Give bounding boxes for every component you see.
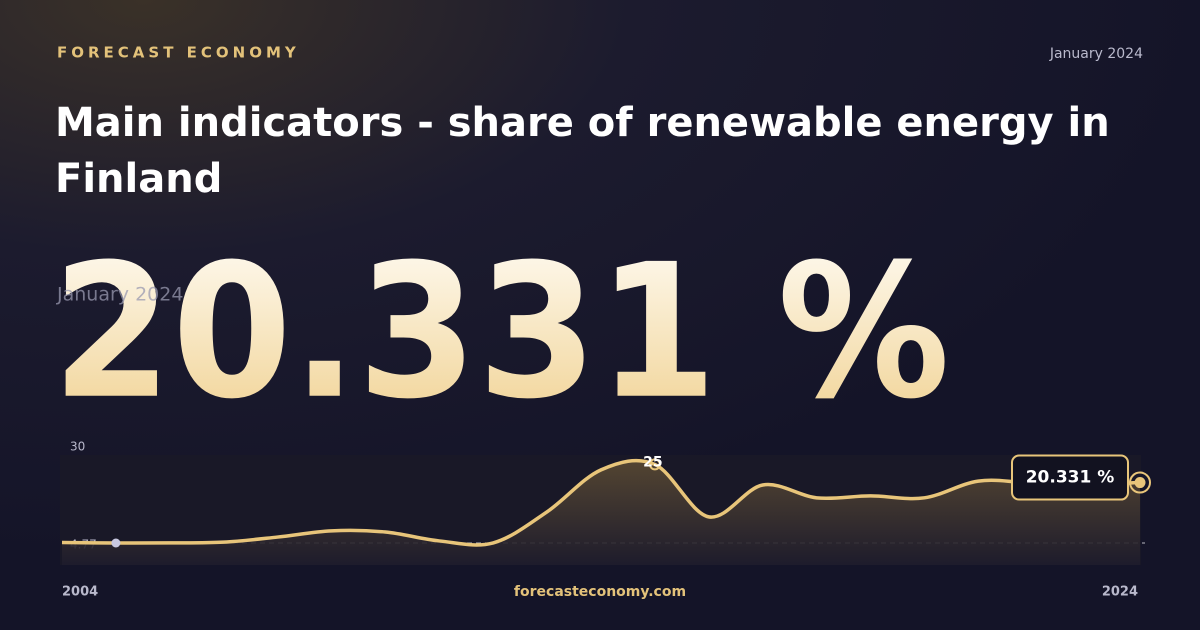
line	[61, 458, 1141, 547]
max-point	[648, 458, 661, 471]
y-tick-label: 30	[70, 440, 85, 454]
min-point	[111, 538, 121, 548]
max-label: 25	[643, 454, 662, 470]
date: January 2024	[1049, 46, 1143, 62]
tooltip-box	[1011, 454, 1129, 501]
tooltip-label: 20.331 %	[1026, 468, 1115, 488]
headline-value: 20.331 %	[52, 224, 950, 440]
x-tick-label: 2004	[62, 585, 98, 600]
brand: FORECAST ECONOMY	[57, 44, 300, 62]
area	[62, 460, 1140, 565]
title-box: Main indicators - share of renewable ene…	[55, 100, 1110, 202]
last-ring	[1129, 471, 1151, 494]
title: Main indicators - share of renewable ene…	[55, 100, 1110, 202]
headline-date: January 2024	[56, 284, 183, 306]
plot: 4.7730200420242520.331 %	[61, 440, 1151, 600]
footer: forecasteconomy.com	[514, 584, 686, 600]
x-tick-label: 2024	[1102, 585, 1138, 600]
last-point	[1134, 477, 1146, 489]
